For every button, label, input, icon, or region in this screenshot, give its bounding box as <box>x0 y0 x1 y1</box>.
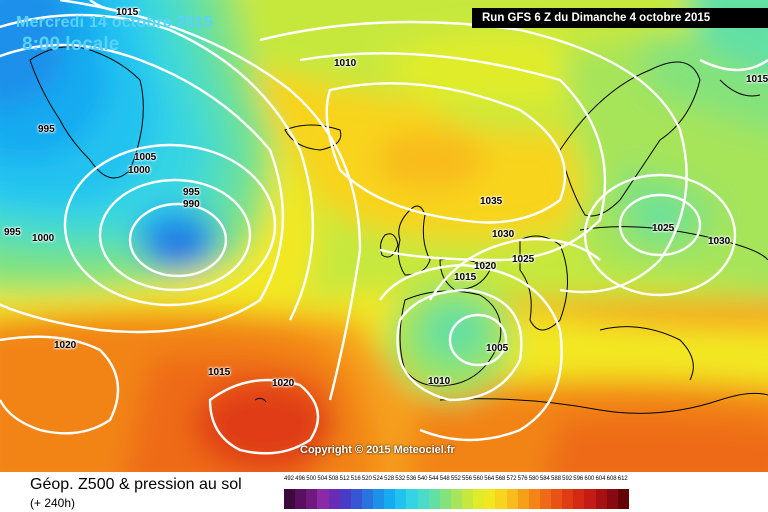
legend-tick-label: 596 <box>573 476 584 482</box>
legend-swatch <box>339 489 351 509</box>
isobar-label: 1015 <box>746 74 768 85</box>
copyright-notice: Copyright © 2015 Meteociel.fr <box>300 444 455 456</box>
legend-tick-label: 548 <box>439 476 450 482</box>
isobar-label: 1030 <box>708 236 731 247</box>
legend-tick-label: 508 <box>328 476 339 482</box>
legend-swatch <box>317 489 329 509</box>
legend-tick-label: 608 <box>606 476 617 482</box>
chart-title: Géop. Z500 & pression au sol <box>30 476 242 493</box>
legend-swatch <box>539 489 551 509</box>
legend-swatch <box>406 489 418 509</box>
legend-swatch <box>573 489 585 509</box>
legend-tick-label: 568 <box>495 476 506 482</box>
model-run-banner: Run GFS 6 Z du Dimanche 4 octobre 2015 <box>472 8 768 28</box>
legend-swatch <box>373 489 385 509</box>
isobar-label: 1020 <box>272 378 295 389</box>
legend-swatch <box>350 489 362 509</box>
isobar-label: 1015 <box>208 367 231 378</box>
isobar-label: 995 <box>183 187 200 198</box>
isobar-label: 1005 <box>486 343 509 354</box>
legend-swatch <box>528 489 540 509</box>
legend-swatches <box>284 489 752 509</box>
legend-tick-label: 496 <box>295 476 306 482</box>
isobar-label: 995 <box>38 124 55 135</box>
legend-tick-label: 592 <box>562 476 573 482</box>
legend-tick-label: 512 <box>339 476 350 482</box>
legend-tick-label: 612 <box>617 476 628 482</box>
legend-swatch <box>361 489 373 509</box>
forecast-date: Mercredi 14 octobre 2015 <box>16 14 213 31</box>
legend-tick-label: 500 <box>306 476 317 482</box>
legend-swatch <box>462 489 474 509</box>
legend-tick-label: 520 <box>361 476 372 482</box>
isobar-label: 1015 <box>116 7 139 18</box>
isobar-label: 995 <box>4 227 21 238</box>
legend-swatch <box>495 489 507 509</box>
legend-tick-label: 504 <box>317 476 328 482</box>
isobar-label: 1025 <box>652 223 675 234</box>
legend-tick-label: 532 <box>395 476 406 482</box>
isobar-label: 1025 <box>512 254 535 265</box>
legend-swatch <box>617 489 629 509</box>
legend-swatch <box>484 489 496 509</box>
legend-swatch <box>450 489 462 509</box>
legend-tick-label: 536 <box>406 476 417 482</box>
legend-swatch <box>284 489 296 509</box>
legend-swatch <box>506 489 518 509</box>
isobar-label: 990 <box>183 199 200 210</box>
legend-tick-label: 492 <box>284 476 295 482</box>
isobar-label: 1015 <box>454 272 477 283</box>
isobar-label: 1000 <box>128 165 151 176</box>
isobar-label: 1035 <box>480 196 503 207</box>
legend-tick-label: 524 <box>373 476 384 482</box>
legend-tick-label: 516 <box>350 476 361 482</box>
legend-swatch <box>417 489 429 509</box>
isobars <box>0 0 768 453</box>
legend-tick-label: 580 <box>528 476 539 482</box>
forecast-time: 8:00 locale <box>22 34 120 55</box>
legend-swatch <box>595 489 607 509</box>
legend-swatch <box>439 489 451 509</box>
legend-tick-label: 600 <box>584 476 595 482</box>
legend-swatch <box>606 489 618 509</box>
legend-tick-label: 576 <box>517 476 528 482</box>
legend-swatch <box>562 489 574 509</box>
legend-swatch <box>395 489 407 509</box>
legend-swatch <box>517 489 529 509</box>
forecast-range: (+ 240h) <box>30 496 76 510</box>
geopotential-field <box>0 0 768 472</box>
legend-swatch <box>428 489 440 509</box>
weather-map <box>0 0 768 472</box>
legend-ticks: 492 496 500 504 508 512 516 520 524 528 532 536 540 5… <box>284 476 752 486</box>
legend-tick-label: 552 <box>450 476 461 482</box>
isobar-label: 1010 <box>428 376 451 387</box>
legend-tick-label: 544 <box>428 476 439 482</box>
legend-tick-label: 604 <box>595 476 606 482</box>
legend-swatch <box>551 489 563 509</box>
legend-swatch <box>295 489 307 509</box>
legend-tick-label: 564 <box>484 476 495 482</box>
isobar-label: 1000 <box>32 233 55 244</box>
legend-tick-label: 588 <box>551 476 562 482</box>
footer-bar: Géop. Z500 & pression au sol (+ 240h) 49… <box>0 472 768 512</box>
legend-tick-label: 540 <box>417 476 428 482</box>
legend-tick-label: 572 <box>506 476 517 482</box>
isobar-label: 1020 <box>54 340 77 351</box>
legend-tick-label: 584 <box>539 476 550 482</box>
legend-swatch <box>473 489 485 509</box>
isobar-label: 1030 <box>492 229 515 240</box>
legend-swatch <box>306 489 318 509</box>
legend-tick-label: 528 <box>384 476 395 482</box>
legend-swatch <box>384 489 396 509</box>
color-legend: 492 496 500 504 508 512 516 520 524 528 532 536 540 5… <box>284 476 752 509</box>
legend-tick-label: 560 <box>473 476 484 482</box>
isobar-label: 1020 <box>474 261 497 272</box>
isobar-label: 1010 <box>334 58 357 69</box>
legend-swatch <box>328 489 340 509</box>
legend-tick-label: 556 <box>462 476 473 482</box>
legend-swatch <box>584 489 596 509</box>
isobar-label: 1005 <box>134 152 157 163</box>
